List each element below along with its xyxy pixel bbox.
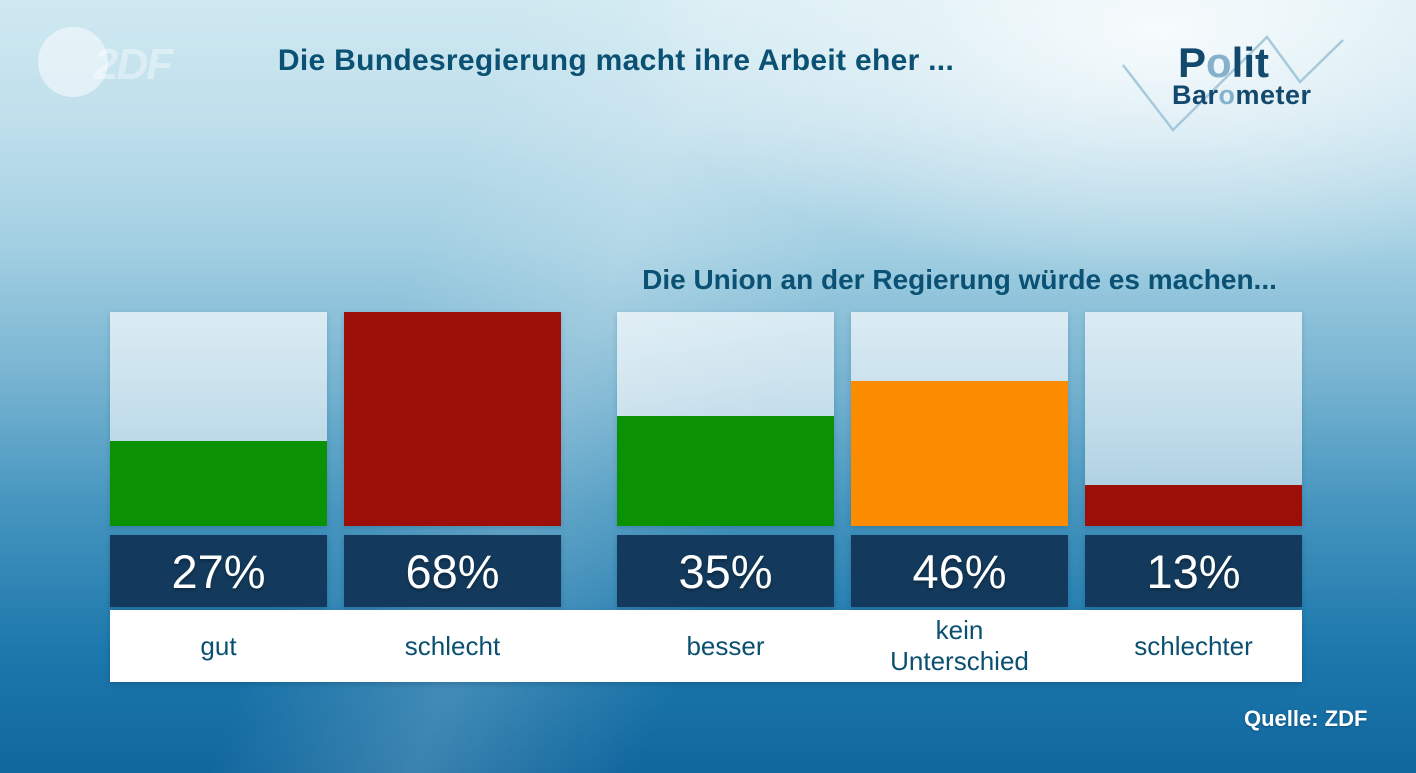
category-label-kein-unterschied: kein Unterschied <box>890 615 1029 676</box>
value-badge-gut: 27% <box>110 535 327 607</box>
value-text: 35% <box>678 544 773 598</box>
category-label-band: gut schlecht besser kein Unterschied sch… <box>110 610 1302 682</box>
polit-logo-letter-dark: Bar <box>1172 80 1219 110</box>
bar-track <box>617 312 834 526</box>
polit-logo-letter-dark: lit <box>1231 39 1269 86</box>
value-badge-besser: 35% <box>617 535 834 607</box>
bar-fill-gut <box>110 441 327 526</box>
subtitle-union-question: Die Union an der Regierung würde es mach… <box>642 264 1277 295</box>
bar-track <box>344 312 561 526</box>
polit-logo-letter-light: o <box>1218 80 1236 110</box>
category-label-gut: gut <box>200 630 237 661</box>
category-label-besser: besser <box>686 630 765 661</box>
value-badge-schlechter: 13% <box>1085 535 1302 607</box>
category-label-schlechter: schlechter <box>1134 630 1253 661</box>
polit-logo-letter-dark: P <box>1178 39 1207 86</box>
value-text: 46% <box>912 544 1007 598</box>
bar-fill-schlechter <box>1085 485 1302 526</box>
bar-chart: 27% 68% 35% 46% <box>110 312 1302 682</box>
bar-track <box>851 312 1068 526</box>
politbarometer-logo: Polit Barometer <box>1100 18 1390 148</box>
value-text: 13% <box>1146 544 1241 598</box>
zdf-logo-text: 2DF <box>94 40 173 89</box>
zdf-logo: 2DF <box>38 27 173 99</box>
category-label-schlecht: schlecht <box>404 630 501 661</box>
bar-fill-kein-unterschied <box>851 381 1068 526</box>
zdf-logo-circle-icon <box>38 27 108 97</box>
polit-logo-line1: Polit <box>1178 42 1269 84</box>
bar-fill-besser <box>617 415 834 526</box>
bar-track <box>1085 312 1302 526</box>
bar-column-schlechter: 13% <box>1085 312 1302 607</box>
value-text: 27% <box>171 544 266 598</box>
value-badge-kein-unterschied: 46% <box>851 535 1068 607</box>
polit-logo-line2: Barometer <box>1172 82 1312 109</box>
bar-column-besser: 35% <box>617 312 834 607</box>
source-credit: Quelle: ZDF <box>1244 706 1368 731</box>
bar-column-gut: 27% <box>110 312 327 607</box>
value-text: 68% <box>405 544 500 598</box>
bar-fill-schlecht <box>344 312 561 526</box>
zigzag-linechart-icon <box>1122 35 1344 132</box>
polit-logo-letter-dark: meter <box>1235 80 1312 110</box>
bar-track <box>110 312 327 526</box>
polit-logo-letter-light: o <box>1206 39 1232 86</box>
value-badge-schlecht: 68% <box>344 535 561 607</box>
bar-column-kein-unterschied: 46% <box>851 312 1068 607</box>
page-title: Die Bundesregierung macht ihre Arbeit eh… <box>277 44 955 77</box>
bar-column-schlecht: 68% <box>344 312 561 607</box>
